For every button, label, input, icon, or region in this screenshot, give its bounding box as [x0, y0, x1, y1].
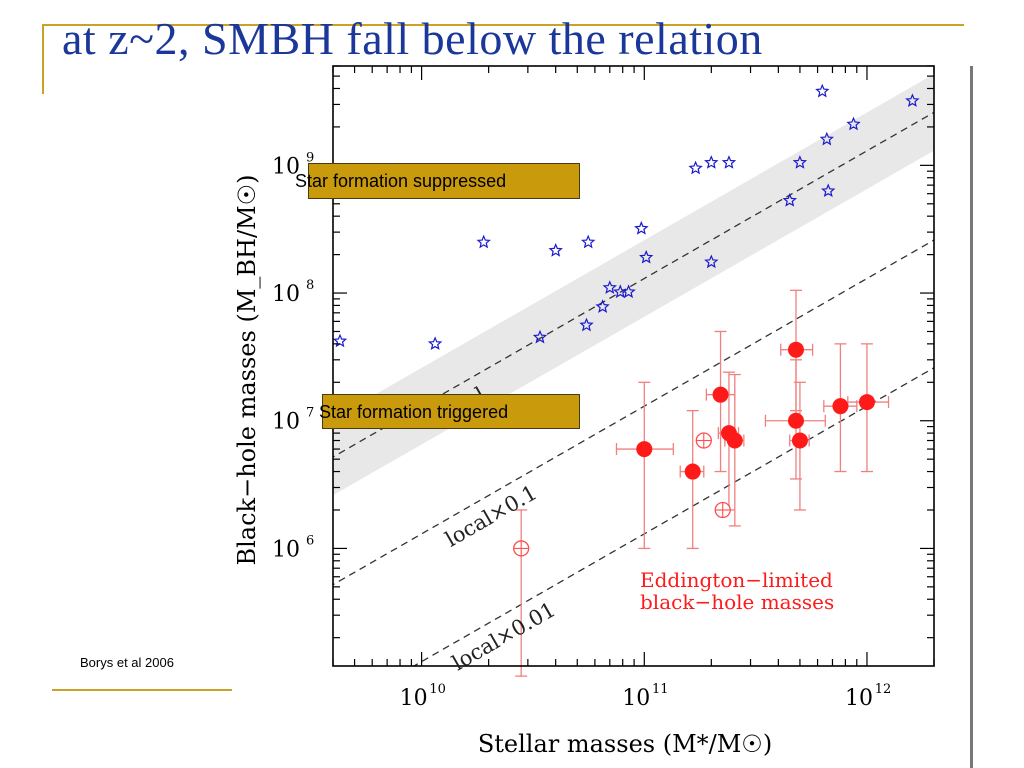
relation-line-2	[333, 239, 934, 586]
y-tick-label: 10	[272, 282, 300, 307]
filled-circle-point	[726, 432, 743, 449]
star-point	[704, 254, 719, 269]
relation-label-2: local×0.1	[441, 480, 541, 551]
star-point	[476, 234, 491, 249]
x-tick-label-exponent: 12	[875, 682, 892, 697]
star-point	[639, 249, 654, 264]
star-point	[602, 280, 617, 294]
slide-title: at z~2, SMBH fall below the relation	[62, 13, 763, 64]
filled-circle-point	[832, 398, 849, 415]
star-point	[621, 284, 636, 299]
star-point	[532, 329, 548, 344]
plot-frame	[332, 65, 935, 667]
filled-circle-point	[636, 441, 653, 458]
open-circle-point	[714, 501, 731, 519]
open-circle-point	[695, 432, 712, 449]
open-circle-point	[513, 540, 530, 557]
callout-star-formation-suppressed: Star formation suppressed	[295, 163, 580, 199]
y-axis-title: Black−hole masses (M_BH/M☉)	[233, 174, 261, 565]
left-accent-line	[42, 24, 44, 94]
x-axis-title: Stellar masses (M*/M☉)	[478, 730, 772, 758]
x-tick-label: 10	[400, 686, 428, 711]
filled-circle-point	[787, 341, 804, 358]
y-tick-label-exponent: 6	[306, 533, 314, 548]
filled-circle-point	[684, 463, 701, 480]
star-point	[634, 220, 649, 235]
star-point	[595, 299, 610, 314]
star-point	[721, 155, 737, 169]
relation-line-1	[333, 111, 934, 458]
y-tick-label: 10	[272, 154, 300, 179]
x-tick-label: 10	[622, 686, 650, 711]
star-point	[427, 336, 443, 350]
star-point	[581, 234, 596, 249]
filled-circle-point	[787, 412, 804, 429]
star-point	[815, 83, 830, 98]
callout-star-formation-triggered: Star formation triggered	[319, 394, 580, 429]
filled-circle-point	[791, 432, 808, 449]
y-tick-label: 10	[272, 410, 300, 435]
x-tick-label-exponent: 10	[429, 682, 446, 697]
star-point	[579, 317, 594, 332]
x-tick-label-exponent: 11	[652, 682, 669, 697]
star-point	[905, 93, 920, 107]
star-point	[704, 155, 719, 169]
y-tick-label-exponent: 7	[306, 406, 314, 421]
y-tick-label-exponent: 9	[306, 150, 314, 165]
filled-circle-point	[858, 394, 875, 411]
right-accent-bar	[970, 66, 973, 768]
filled-circle-point	[712, 386, 729, 403]
star-point	[846, 116, 861, 131]
y-tick-label: 10	[272, 537, 300, 562]
citation: Borys et al 2006	[80, 655, 174, 670]
star-point	[688, 160, 703, 175]
relation-line-3	[412, 366, 934, 666]
star-point	[782, 193, 798, 207]
star-point	[819, 131, 834, 146]
annotation-line-2: black−hole masses	[640, 590, 834, 614]
star-point	[820, 183, 836, 198]
x-tick-label: 10	[845, 686, 873, 711]
bottom-accent-line	[52, 689, 232, 691]
top-accent-line	[42, 24, 964, 26]
star-point	[792, 155, 808, 169]
annotation-line-1: Eddington−limited	[640, 568, 833, 592]
star-point	[548, 243, 563, 257]
y-tick-label-exponent: 8	[306, 278, 314, 293]
